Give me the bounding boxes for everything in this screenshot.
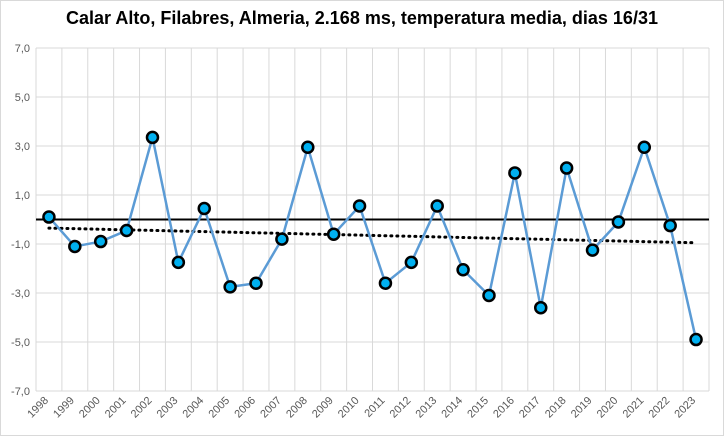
data-point-2005 (223, 280, 237, 294)
data-point-1998 (42, 210, 56, 224)
x-tick-label: 2020 (595, 395, 621, 421)
x-tick-label: 2021 (621, 395, 647, 421)
x-axis: 1998 1999 2000 2001 2002 2003 2004 2005 2006 2007… (25, 395, 698, 421)
data-point-2003 (171, 255, 186, 270)
x-tick-label: 2015 (465, 395, 491, 421)
data-point-2008 (301, 140, 315, 154)
x-tick-label: 2013 (414, 395, 440, 421)
x-tick-label: 2002 (129, 395, 155, 421)
data-point-2000 (93, 234, 108, 249)
y-tick-label: -1,0 (11, 239, 30, 251)
x-tick-label: 1998 (25, 395, 51, 421)
y-tick-label: 3,0 (15, 141, 30, 153)
x-tick-label: 2006 (232, 395, 258, 421)
x-tick-label: 2018 (543, 395, 569, 421)
data-point-2015 (482, 288, 496, 303)
x-tick-label: 2017 (517, 395, 543, 421)
y-tick-label: -7,0 (11, 386, 30, 398)
data-point-2007 (275, 232, 289, 246)
y-tick-label: 7,0 (15, 43, 30, 55)
x-tick-label: 2000 (77, 395, 103, 421)
data-point-2009 (326, 227, 341, 241)
x-tick-label: 2005 (206, 395, 232, 421)
data-point-2011 (378, 276, 393, 290)
data-point-2018 (559, 161, 574, 175)
data-point-2014 (456, 262, 470, 277)
x-tick-label: 2016 (491, 395, 517, 421)
x-tick-label: 2007 (258, 395, 284, 421)
y-tick-label: 5,0 (15, 92, 30, 104)
data-point-2002 (145, 130, 160, 145)
x-tick-label: 2008 (284, 395, 310, 421)
data-point-2022 (663, 218, 677, 233)
data-point-2016 (508, 166, 522, 180)
y-tick-label: 1,0 (15, 190, 30, 202)
x-tick-label: 2022 (646, 395, 672, 421)
x-tick-label: 2010 (336, 395, 362, 421)
data-point-2020 (611, 215, 626, 229)
data-point-2001 (119, 223, 134, 238)
data-point-2023 (689, 332, 703, 347)
x-tick-label: 2014 (439, 395, 465, 421)
x-tick-label: 2011 (362, 395, 387, 420)
x-tick-label: 1999 (51, 395, 77, 421)
x-tick-label: 2023 (672, 395, 698, 421)
series-line (48, 137, 698, 340)
data-point-2017 (534, 300, 548, 315)
x-tick-label: 2001 (103, 395, 129, 421)
data-point-2021 (637, 140, 652, 154)
data-point-2019 (585, 243, 600, 257)
y-axis: 7,0 5,0 3,0 1,0 -1,0 -3,0 -5,0 -7,0 (11, 43, 30, 398)
y-tick-label: -5,0 (11, 337, 30, 349)
chart-title: Calar Alto, Filabres, Almeria, 2.168 ms,… (66, 8, 658, 28)
series-polyline (48, 137, 698, 340)
data-point-2012 (404, 255, 419, 270)
data-point-2004 (197, 201, 211, 216)
x-tick-label: 2004 (181, 395, 207, 421)
data-point-2013 (430, 199, 444, 213)
x-tick-label: 2003 (155, 395, 181, 421)
y-tick-label: -3,0 (11, 288, 30, 300)
x-tick-label: 2009 (310, 395, 336, 421)
data-points (42, 130, 703, 347)
x-tick-label: 2012 (388, 395, 414, 421)
data-point-2006 (249, 276, 263, 290)
data-point-1999 (68, 239, 82, 254)
data-point-2010 (352, 199, 367, 213)
x-tick-label: 2019 (569, 395, 595, 421)
